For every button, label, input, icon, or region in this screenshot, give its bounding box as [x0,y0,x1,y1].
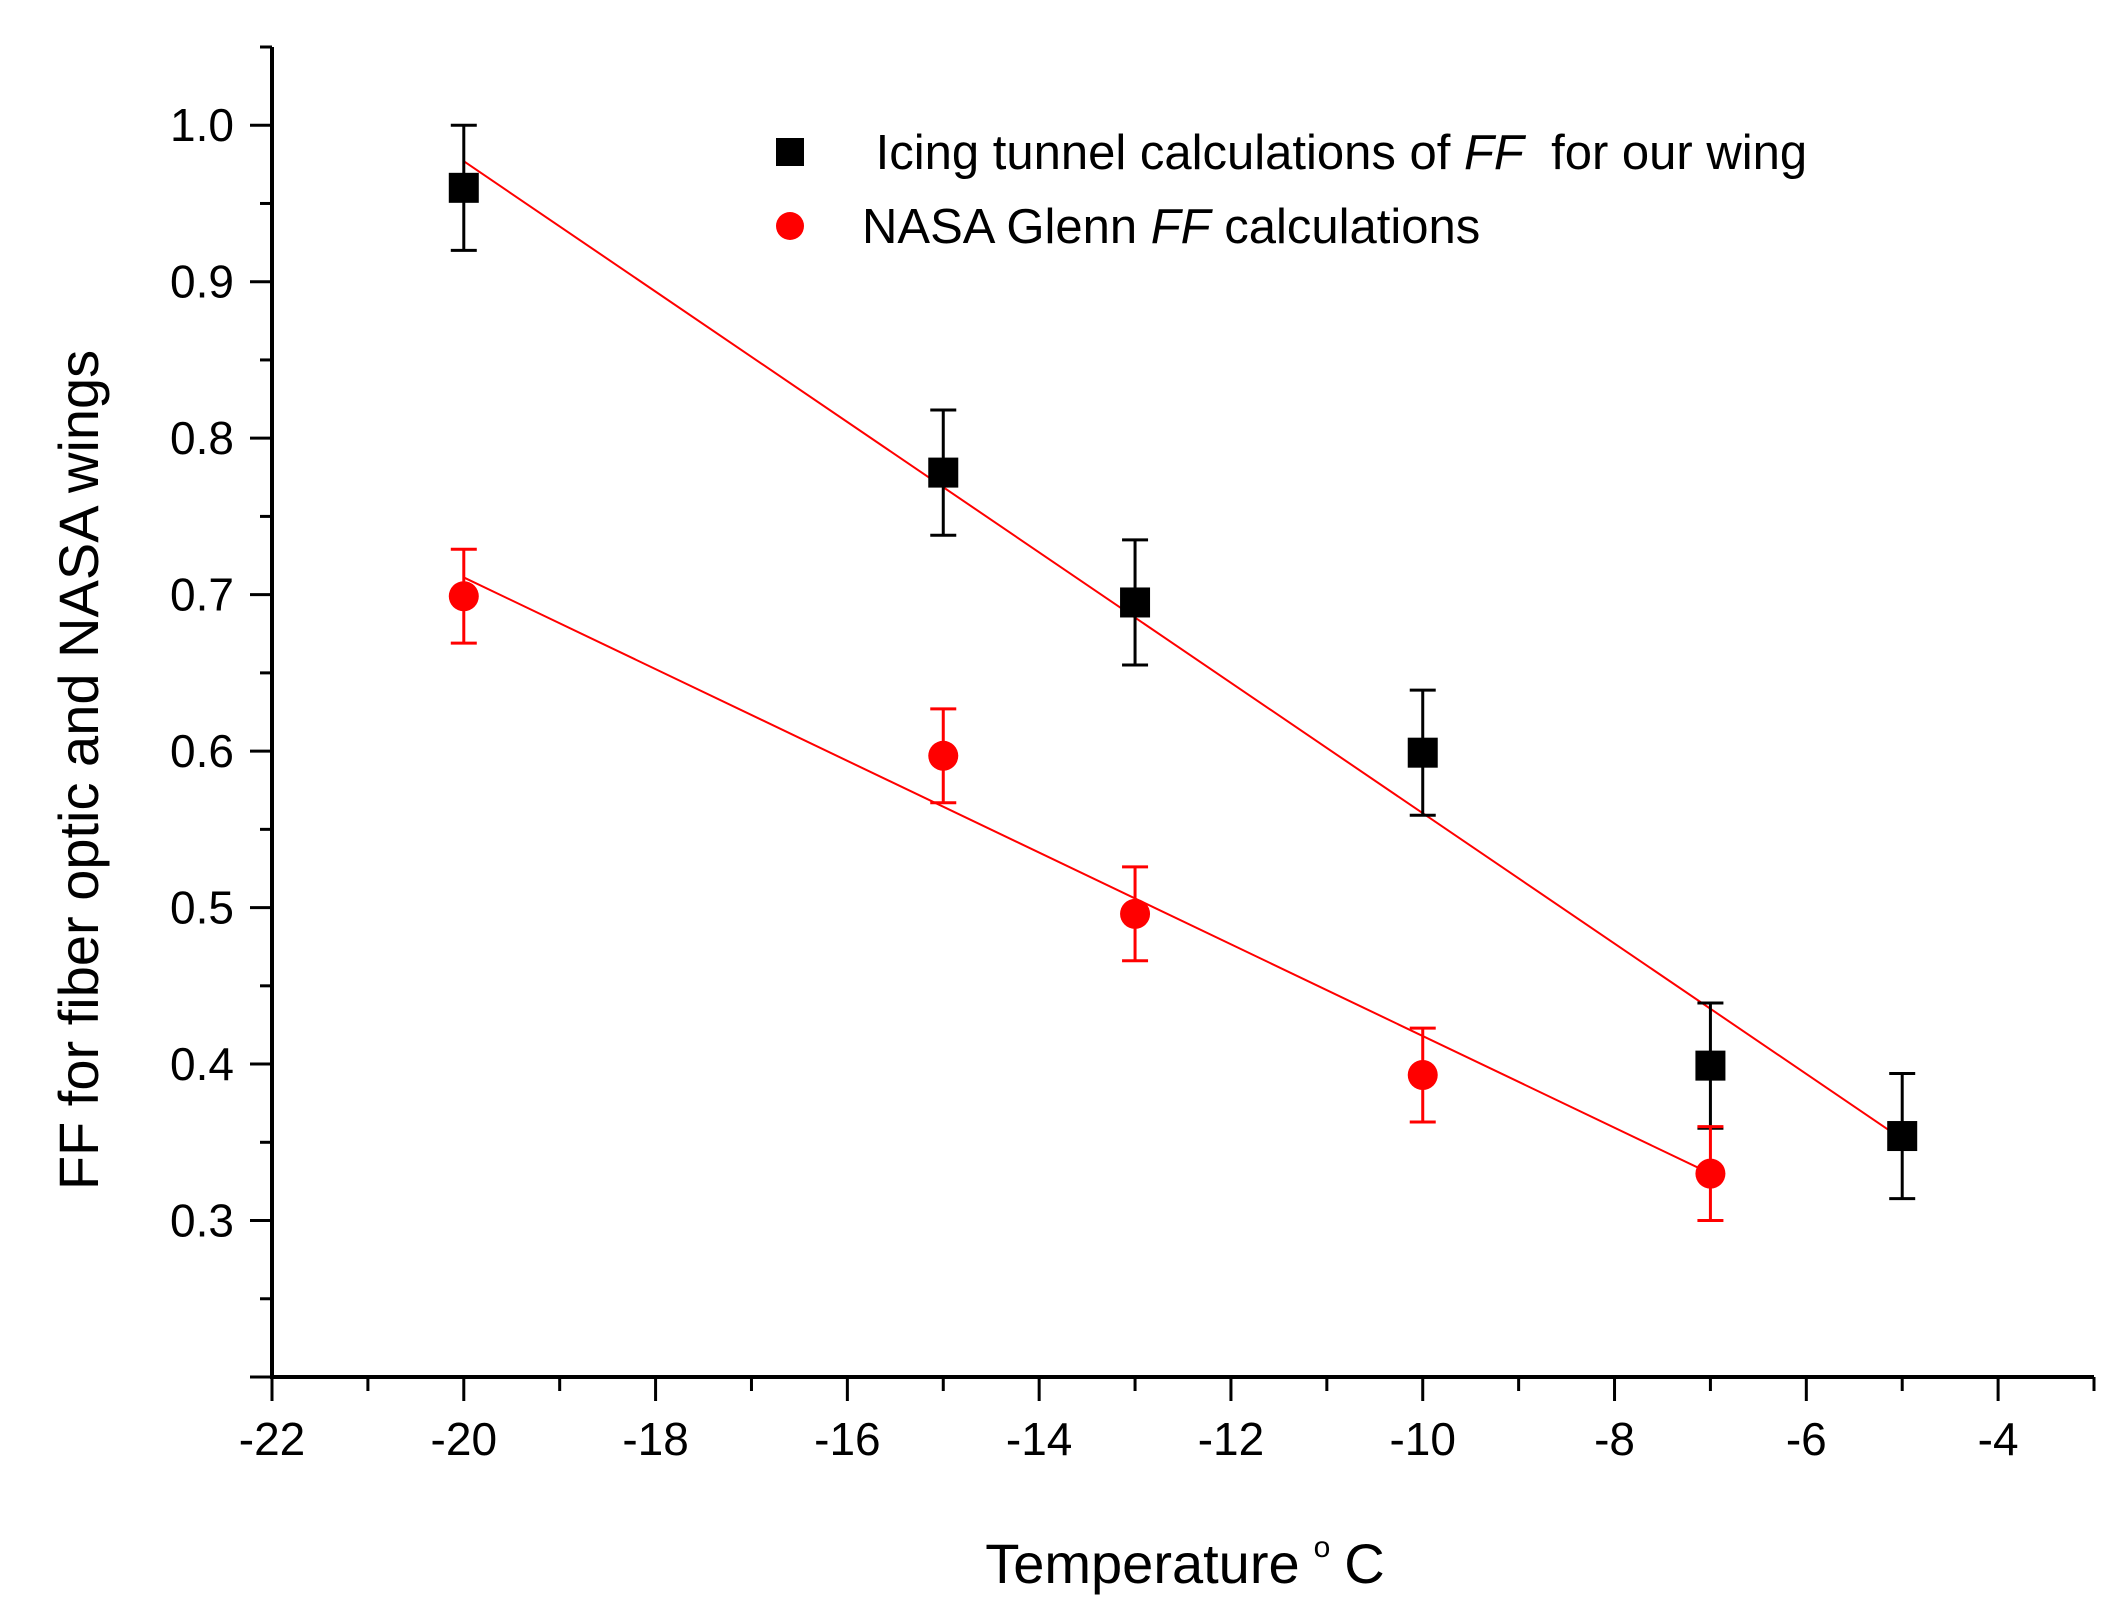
y-tick-label: 0.8 [170,412,234,464]
y-tick-label: 0.7 [170,569,234,621]
x-tick-label: -12 [1198,1413,1264,1465]
legend: Icing tunnel calculations of FF for our … [776,126,1807,254]
y-tick-label: 0.6 [170,725,234,777]
x-tick-label: -14 [1006,1413,1072,1465]
legend-marker-circle [776,212,804,240]
fit-lines [463,160,1903,1175]
fit-line [463,160,1903,1140]
legend-label: Icing tunnel calculations of FF for our … [862,126,1807,180]
legend-label-part: NASA Glenn [862,200,1151,254]
data-point-square [1887,1121,1918,1152]
x-axis-label-unit: C [1344,1532,1384,1595]
data-point-square [448,172,479,203]
x-tick-label: -10 [1389,1413,1455,1465]
data-point-circle [1695,1158,1726,1189]
data-series [448,123,1918,1223]
x-tick-label: -22 [239,1413,305,1465]
x-tick-label: -16 [814,1413,880,1465]
y-axis-label: FF for fiber optic and NASA wings [47,350,110,1190]
data-point-square [928,457,959,488]
x-tick-label: -8 [1594,1413,1635,1465]
legend-label: NASA Glenn FF calculations [862,200,1480,254]
legend-label-part: calculations [1211,200,1481,254]
data-point-circle [928,740,959,771]
data-point-circle [448,581,479,612]
legend-label-part: for our wing [1524,126,1807,180]
legend-label-part: FF [1151,200,1214,254]
legend-label-part: FF [1464,126,1527,180]
x-tick-label: -4 [1978,1413,2019,1465]
x-axis-label-text: Temperature [985,1532,1299,1595]
y-tick-label: 0.9 [170,256,234,308]
data-point-square [1120,587,1151,618]
x-tick-label: -18 [622,1413,688,1465]
data-point-circle [1407,1060,1438,1091]
data-point-square [1407,737,1438,768]
legend-label-part: Icing tunnel calculations of [862,126,1464,180]
x-tick-label: -20 [431,1413,497,1465]
y-tick-label: 1.0 [170,99,234,151]
legend-marker-square [776,138,804,166]
y-tick-label: 0.4 [170,1038,234,1090]
y-tick-label: 0.5 [170,882,234,934]
data-point-square [1695,1050,1726,1081]
x-axis-label: Temperature o C [985,1531,1385,1595]
y-tick-label: 0.3 [170,1195,234,1247]
axes: -22 -20 -18 -16 -14 -12 -10 -8 -6 -4 0.3 0.4 0.5 0.6 0… [170,45,2096,1465]
data-point-circle [1120,898,1151,929]
fit-line [463,576,1711,1175]
x-axis-label-degree: o [1314,1531,1331,1564]
x-tick-label: -6 [1786,1413,1827,1465]
